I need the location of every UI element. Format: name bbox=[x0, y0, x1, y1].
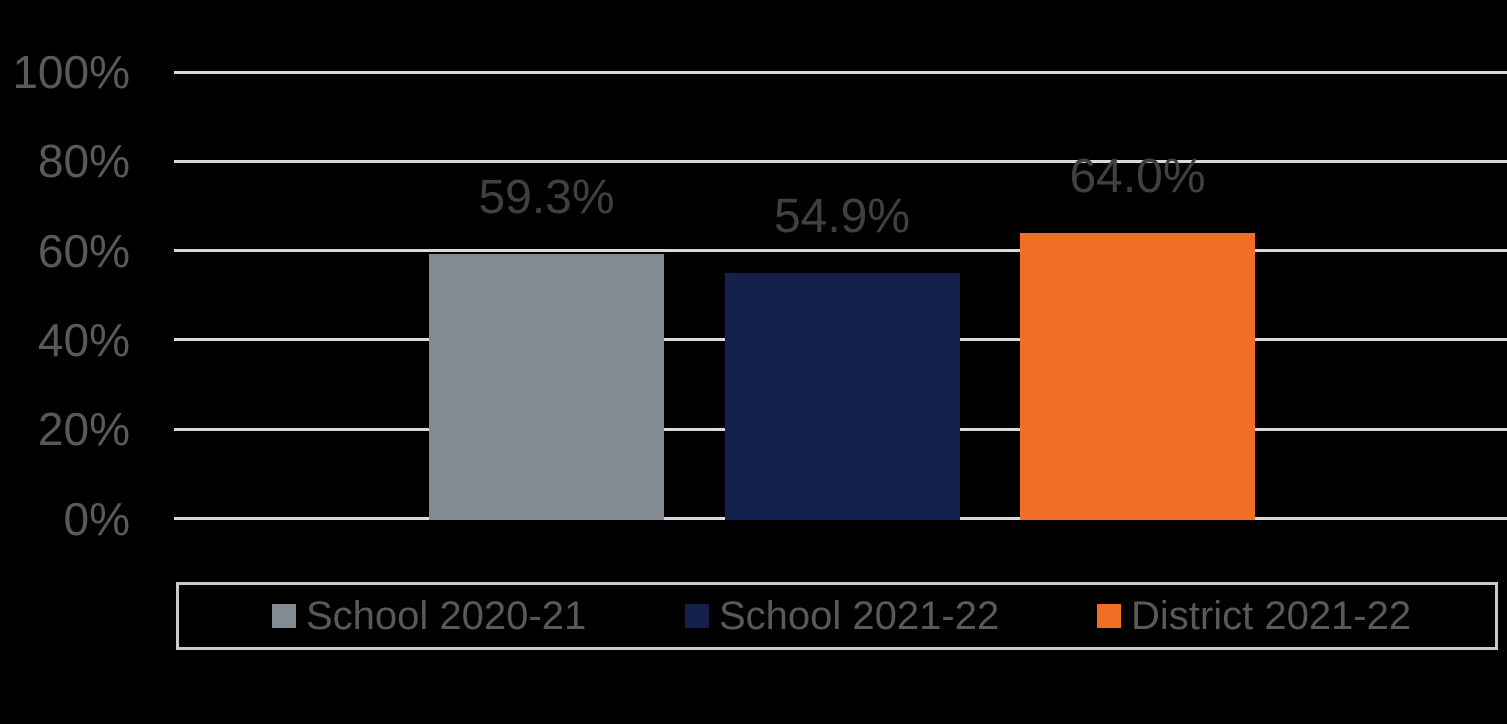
legend-label-district-2021-22: District 2021-22 bbox=[1131, 593, 1412, 638]
legend-label-school-2020-21: School 2020-21 bbox=[306, 593, 587, 638]
legend-item-school-2021-22: School 2021-22 bbox=[685, 585, 999, 647]
legend-swatch-icon-school-2020-21 bbox=[272, 604, 296, 628]
data-label-school-2020-21: 59.3% bbox=[478, 170, 615, 224]
data-label-school-2021-22: 54.9% bbox=[773, 190, 911, 244]
legend-swatch-icon-district-2021-22 bbox=[1097, 604, 1121, 628]
bar-district-2021-22 bbox=[1020, 232, 1255, 520]
y-axis-tick-label-100-: 100% bbox=[12, 46, 130, 98]
legend-item-school-2020-21: School 2020-21 bbox=[272, 585, 586, 647]
legend-label-school-2021-22: School 2021-22 bbox=[719, 593, 1000, 638]
gridline-100- bbox=[174, 70, 1507, 74]
y-axis-tick-label-40-: 40% bbox=[37, 313, 130, 366]
bar-school-2021-22 bbox=[724, 273, 960, 520]
legend-item-district-2021-22: District 2021-22 bbox=[1097, 585, 1411, 647]
gridline-60- bbox=[174, 249, 1507, 253]
legend: School 2020-21 School 2021-22 District 202… bbox=[176, 582, 1498, 650]
bar-school-2020-21 bbox=[429, 253, 664, 520]
gridline-80- bbox=[174, 159, 1507, 163]
y-axis-tick-label-0-: 0% bbox=[63, 492, 130, 545]
legend-swatch-icon-school-2021-22 bbox=[685, 604, 709, 628]
y-axis-tick-label-60-: 60% bbox=[37, 224, 130, 277]
y-axis-tick-label-20-: 20% bbox=[37, 403, 130, 456]
y-axis-tick-label-80-: 80% bbox=[37, 135, 130, 188]
data-label-district-2021-22: 64.0% bbox=[1069, 149, 1206, 203]
